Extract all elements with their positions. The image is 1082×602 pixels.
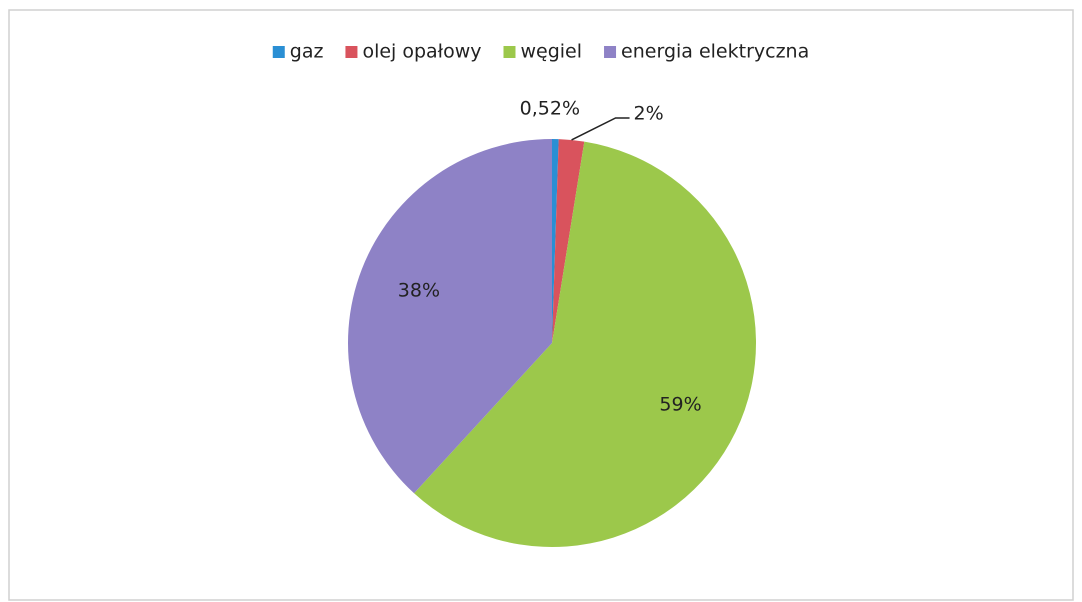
pie-slice	[552, 139, 559, 343]
data-label: 59%	[659, 394, 701, 416]
data-label: 2%	[634, 102, 664, 124]
legend-label: energia elektryczna	[621, 41, 809, 63]
legend-swatch	[272, 46, 285, 58]
legend-swatch	[503, 46, 516, 58]
pie-slice	[552, 139, 585, 343]
pie-slice	[347, 139, 552, 494]
leader-line	[571, 117, 630, 141]
data-label: 38%	[398, 280, 440, 302]
legend-swatch	[345, 46, 358, 58]
legend: gaz olej opałowy węgiel energia elektryczna	[272, 41, 809, 63]
legend-label: olej opałowy	[362, 41, 481, 63]
legend-label: węgiel	[520, 41, 582, 63]
legend-label: gaz	[290, 41, 324, 63]
data-label: 0,52%	[520, 98, 580, 120]
pie-slice	[414, 141, 756, 547]
legend-swatch	[604, 46, 617, 58]
